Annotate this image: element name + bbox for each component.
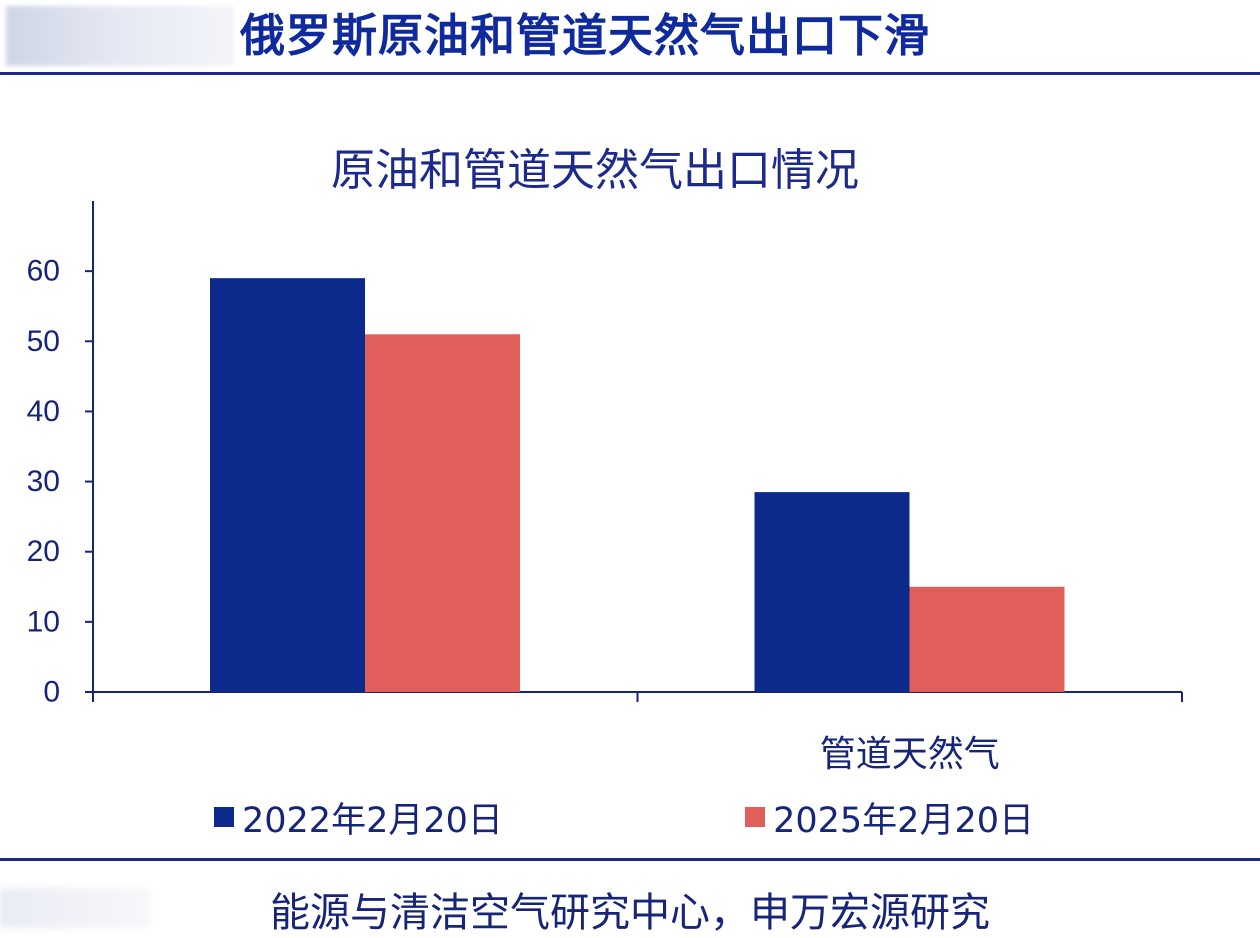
- blurred-footer-mark: [0, 888, 150, 928]
- footer-divider: [0, 858, 1260, 861]
- x-axis-labels: 管道天然气: [820, 734, 1000, 775]
- y-tick-label: 10: [27, 605, 60, 638]
- y-tick-label: 60: [27, 255, 60, 288]
- y-tick-label: 50: [27, 325, 60, 358]
- x-category-label: 管道天然气: [820, 734, 1000, 775]
- legend-item-series-2: 2025年2月20日: [745, 792, 1034, 843]
- y-tick-label: 40: [27, 395, 60, 428]
- legend-swatch-series-1: [214, 807, 234, 827]
- slide-header: 俄罗斯原油和管道天然气出口下滑: [0, 0, 1260, 72]
- bar-series-2: [909, 586, 1065, 692]
- legend-item-series-1: 2022年2月20日: [214, 792, 503, 843]
- bar-series-2: [365, 334, 520, 692]
- legend-label-series-2: 2025年2月20日: [773, 800, 1034, 841]
- y-tick-label: 0: [43, 676, 60, 709]
- source-note: 能源与清洁空气研究中心，申万宏源研究: [270, 890, 990, 936]
- bar-series-1: [210, 278, 365, 692]
- y-tick-label: 30: [27, 465, 60, 498]
- chart-legend: 2022年2月20日 2025年2月20日: [214, 795, 1034, 841]
- bar-series-1: [754, 492, 910, 692]
- chart-title: 原油和管道天然气出口情况: [331, 145, 859, 196]
- bars: [210, 278, 1065, 692]
- y-tick-label: 20: [27, 535, 60, 568]
- slide-title: 俄罗斯原油和管道天然气出口下滑: [240, 9, 931, 62]
- legend-swatch-series-2: [745, 807, 766, 827]
- blurred-logo: [6, 6, 234, 66]
- header-divider: [0, 72, 1260, 75]
- y-axis-ticks: 0 10 20 30 40 50 60: [27, 255, 93, 709]
- legend-label-series-1: 2022年2月20日: [242, 800, 503, 841]
